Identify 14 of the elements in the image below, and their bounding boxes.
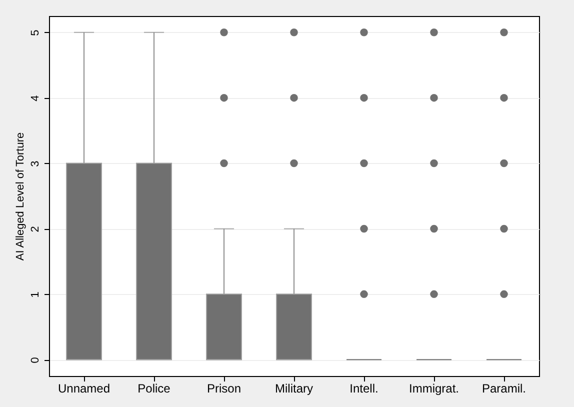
x-tick-label: Unnamed [58, 382, 110, 396]
x-tick-label: Intell. [350, 382, 378, 396]
x-tick-label: Police [138, 382, 171, 396]
y-tick-label: 3 [30, 160, 42, 167]
y-tick-label: 0 [30, 357, 42, 364]
y-tick-label: 5 [30, 30, 42, 36]
y-tick-label: 1 [30, 292, 42, 298]
y-axis-title: AI Alleged Level of Torture [14, 132, 26, 261]
x-tick-label: Military [275, 382, 313, 396]
x-tick-label: Prison [206, 382, 242, 396]
x-tick-label: Immigrat. [408, 382, 460, 396]
y-tick-label: 2 [30, 226, 42, 232]
x-tick-label: Paramil. [482, 382, 526, 396]
y-tick-label: 4 [30, 95, 42, 102]
